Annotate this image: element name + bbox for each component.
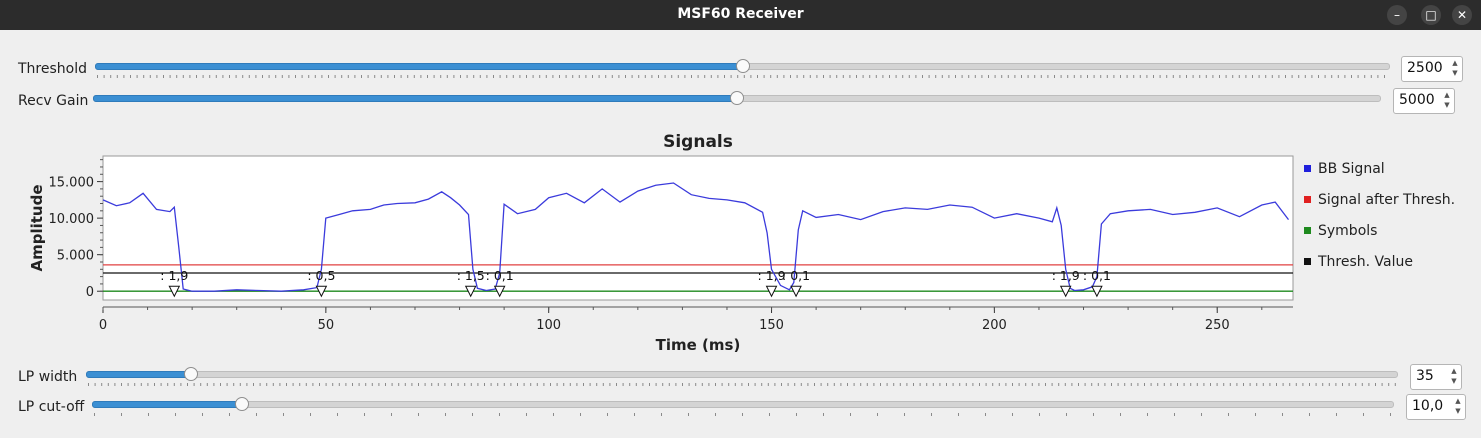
symbol-label: : 1,9: [160, 268, 188, 283]
symbol-label: : 0,1: [1083, 268, 1111, 283]
y-tick-label: 15.000: [49, 176, 95, 191]
chart-title: Signals: [663, 132, 733, 152]
legend-label: BB Signal: [1318, 161, 1385, 177]
recv-gain-label: Recv Gain: [18, 93, 89, 109]
symbol-marker: [1059, 285, 1072, 298]
spin-arrows-icon[interactable]: ▲ ▼: [1452, 59, 1458, 77]
slider-fill: [92, 401, 244, 408]
lp-width-label: LP width: [18, 369, 78, 385]
symbol-marker: [765, 285, 778, 298]
slider-ticks: [88, 383, 1396, 386]
legend-item-signal-after-thresh: Signal after Thresh.: [1304, 192, 1455, 208]
spin-arrows-icon[interactable]: ▲ ▼: [1455, 397, 1461, 415]
threshold-label: Threshold: [18, 61, 87, 77]
minimize-icon[interactable]: –: [1387, 5, 1407, 25]
title-bar: MSF60 Receiver – □ ✕: [0, 0, 1481, 30]
slider-fill: [95, 63, 745, 70]
threshold-slider[interactable]: [95, 56, 1390, 82]
lp-cutoff-row: LP cut-off 10,0 ▲ ▼: [0, 394, 1481, 420]
x-tick-label: 150: [759, 318, 784, 333]
symbol-label: : 1,9: [758, 268, 786, 283]
spin-arrows-icon[interactable]: ▲ ▼: [1444, 91, 1450, 109]
symbol-marker: [315, 285, 328, 298]
legend-item-thresh-value: Thresh. Value: [1304, 254, 1413, 270]
y-tick-label: 0: [86, 285, 94, 300]
threshold-value[interactable]: 2500: [1407, 60, 1443, 76]
plot-canvas: [102, 155, 1294, 301]
lp-cutoff-spinbox[interactable]: 10,0 ▲ ▼: [1406, 394, 1466, 420]
threshold-spinbox[interactable]: 2500 ▲ ▼: [1401, 56, 1463, 82]
symbol-marker: [1091, 285, 1103, 298]
symbol-marker: [168, 285, 181, 298]
symbol-marker: [464, 285, 477, 298]
slider-track: [86, 371, 1398, 378]
x-tick-label: 200: [982, 318, 1007, 333]
lp-width-slider[interactable]: [86, 364, 1398, 390]
recv-gain-slider[interactable]: [93, 88, 1381, 114]
lp-width-row: LP width 35 ▲ ▼: [0, 364, 1481, 390]
slider-ticks: [97, 75, 1385, 78]
x-axis-label: Time (ms): [656, 336, 741, 354]
legend-label: Symbols: [1318, 223, 1378, 239]
close-icon[interactable]: ✕: [1452, 5, 1472, 25]
maximize-icon[interactable]: □: [1421, 5, 1441, 25]
legend-swatch-icon: [1304, 227, 1311, 234]
signals-plot: Signals 0 5.000 10.000 15.000 Amplitude 0 50 100…: [0, 120, 1481, 355]
symbol-label: : 1,5: [457, 268, 485, 283]
lp-width-spinbox[interactable]: 35 ▲ ▼: [1410, 364, 1462, 390]
slider-fill: [86, 371, 193, 378]
lp-cutoff-value[interactable]: 10,0: [1412, 398, 1444, 414]
slider-handle[interactable]: [736, 59, 750, 73]
slider-track: [92, 401, 1394, 408]
legend-swatch-icon: [1304, 165, 1311, 172]
lp-width-value[interactable]: 35: [1416, 368, 1434, 384]
spin-arrows-icon[interactable]: ▲ ▼: [1451, 367, 1457, 385]
slider-fill: [93, 95, 739, 102]
x-tick-label: 250: [1205, 318, 1230, 333]
symbol-label: : 0,1: [782, 268, 810, 283]
y-tick-label: 10.000: [49, 212, 95, 227]
window-title: MSF60 Receiver: [677, 6, 804, 22]
slider-ticks: [94, 413, 1391, 416]
legend-label: Signal after Thresh.: [1318, 192, 1456, 208]
symbol-label: : 0,5: [307, 268, 335, 283]
legend-label: Thresh. Value: [1318, 254, 1413, 270]
x-tick-label: 50: [318, 318, 335, 333]
legend-swatch-icon: [1304, 258, 1311, 265]
lp-cutoff-slider[interactable]: [92, 394, 1394, 420]
symbol-label: : 0,1: [486, 268, 514, 283]
symbol-label: : 1,9: [1052, 268, 1080, 283]
legend-item-bb-signal: BB Signal: [1304, 161, 1385, 177]
threshold-row: Threshold 2500 ▲ ▼: [0, 56, 1481, 82]
legend-item-symbols: Symbols: [1304, 223, 1377, 239]
slider-handle[interactable]: [730, 91, 744, 105]
y-tick-label: 5.000: [57, 249, 94, 264]
recv-gain-row: Recv Gain 5000 ▲ ▼: [0, 88, 1481, 114]
lp-cutoff-label: LP cut-off: [18, 399, 85, 415]
x-tick-label: 0: [99, 318, 107, 333]
slider-handle[interactable]: [184, 367, 198, 381]
symbol-marker: [493, 285, 506, 298]
symbol-marker: [790, 285, 802, 298]
slider-handle[interactable]: [235, 397, 249, 411]
y-axis-label: Amplitude: [28, 184, 46, 271]
recv-gain-spinbox[interactable]: 5000 ▲ ▼: [1393, 88, 1455, 114]
x-tick-label: 100: [536, 318, 561, 333]
legend-swatch-icon: [1304, 196, 1311, 203]
series-line-bb-signal: [102, 182, 1290, 292]
recv-gain-value[interactable]: 5000: [1399, 92, 1435, 108]
